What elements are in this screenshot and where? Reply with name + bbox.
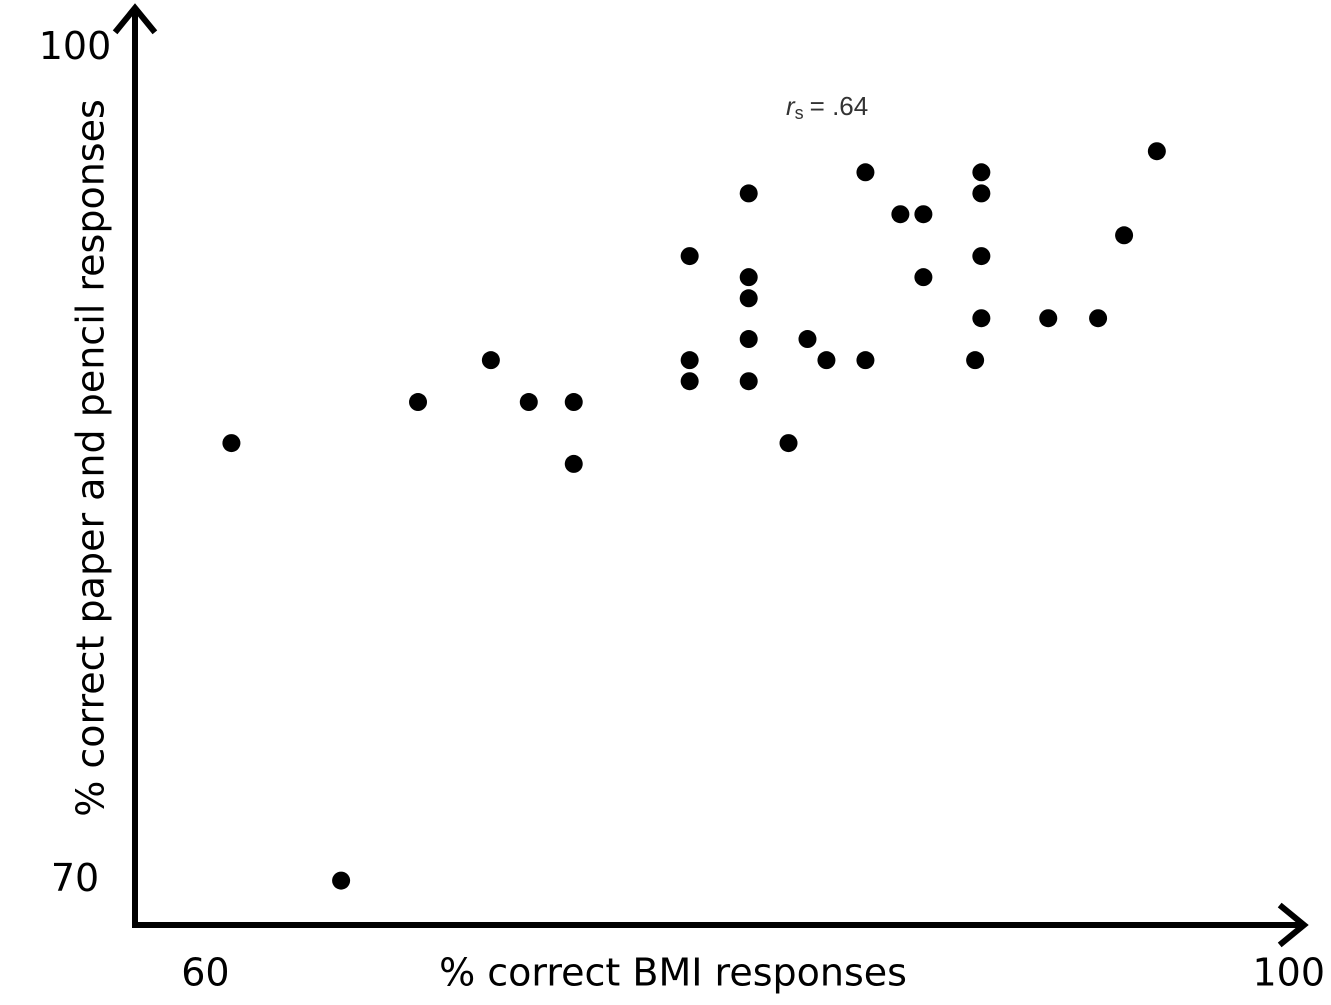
annotation: rs = .64 <box>786 91 868 123</box>
point <box>972 309 991 328</box>
point <box>972 184 991 203</box>
point <box>1089 309 1108 328</box>
point <box>914 205 933 224</box>
point <box>1039 309 1058 328</box>
point <box>798 330 817 349</box>
point <box>856 163 875 182</box>
point <box>739 330 758 349</box>
point <box>891 205 910 224</box>
point <box>1115 226 1134 245</box>
point <box>1147 142 1166 161</box>
point <box>519 393 538 412</box>
y-tick-label: 100 <box>39 24 112 68</box>
x-axis-arrow <box>1277 902 1309 948</box>
point <box>564 454 583 473</box>
point <box>680 247 699 266</box>
y-axis-title: % correct paper and pencil responses <box>69 99 113 817</box>
point <box>779 434 798 453</box>
y-tick-label: 70 <box>51 856 99 900</box>
point <box>739 372 758 391</box>
point <box>739 289 758 308</box>
point <box>739 184 758 203</box>
point <box>680 372 699 391</box>
point <box>680 351 699 370</box>
point <box>966 351 985 370</box>
annotation-text: = .64 <box>810 91 869 121</box>
y-axis-arrow <box>112 3 158 35</box>
annotation-subscript: s <box>795 103 804 123</box>
point <box>817 351 836 370</box>
x-tick-label: 100 <box>1252 951 1325 995</box>
x-axis-title: % correct BMI responses <box>439 951 907 995</box>
point <box>222 434 241 453</box>
point <box>972 163 991 182</box>
axes <box>112 3 1309 948</box>
point <box>972 247 991 266</box>
x-tick-label: 60 <box>181 951 229 995</box>
point <box>856 351 875 370</box>
point <box>332 871 351 890</box>
annotation-symbol: r <box>786 91 796 121</box>
point <box>409 393 428 412</box>
point <box>914 268 933 287</box>
point <box>481 351 500 370</box>
point <box>564 393 583 412</box>
point <box>739 268 758 287</box>
